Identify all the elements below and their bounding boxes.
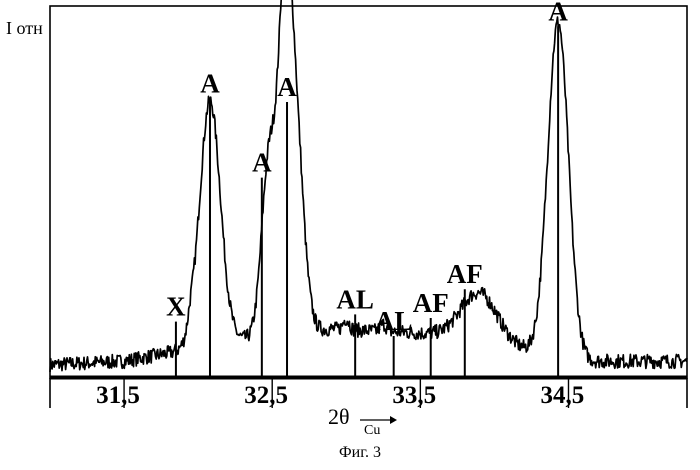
peak-label: AF: [413, 288, 449, 318]
plot-frame: [50, 6, 687, 378]
x-tick-label: 34,5: [540, 382, 584, 409]
peak-label: A: [200, 68, 220, 98]
x-axis-label-arrowhead: [390, 416, 397, 424]
x-axis-label-sub: Cu: [364, 423, 380, 438]
peak-label: X: [166, 292, 186, 322]
peak-label: A: [277, 72, 297, 102]
x-tick-label: 33,5: [392, 382, 436, 409]
peak-label: AL: [375, 306, 413, 336]
x-tick-label: 31,5: [96, 382, 140, 409]
x-axis-label: 2θ Cu: [328, 404, 397, 438]
y-axis-label: I отн: [6, 18, 43, 38]
diffraction-pattern-line: [50, 0, 687, 372]
x-tick-label: 32,5: [244, 382, 288, 409]
peak-label: A: [548, 0, 568, 26]
x-axis-label-main: 2θ: [328, 404, 350, 429]
figure-caption: Фиг. 3: [339, 444, 381, 461]
peak-label: A: [252, 148, 272, 178]
peak-label: AL: [336, 284, 374, 314]
peak-label: AF: [447, 259, 483, 289]
